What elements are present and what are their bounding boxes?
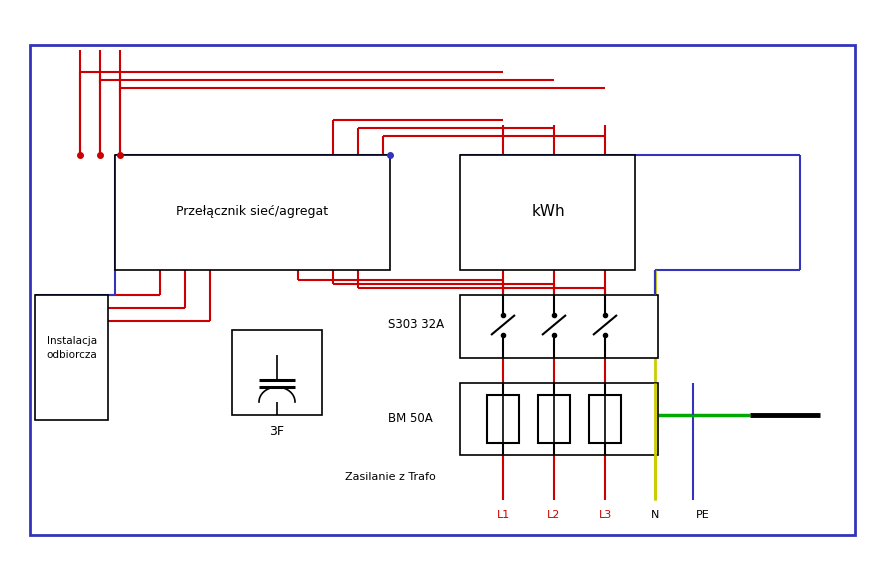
Bar [30,45,855,535]
Text: L3: L3 [599,510,612,520]
Text: kWh: kWh [532,204,565,220]
Text: Zasilanie z Trafo: Zasilanie z Trafo [345,472,435,482]
Text: S303 32A: S303 32A [388,319,444,332]
Text: PE: PE [696,510,710,520]
Text: L1: L1 [496,510,509,520]
Bar [538,395,570,443]
Bar [115,155,390,270]
Bar [460,383,658,455]
Text: BM 50A: BM 50A [388,411,433,424]
Bar [232,330,322,415]
Bar [35,295,108,420]
Bar [460,155,635,270]
Text: N: N [651,510,660,520]
Text: Instalacja
odbiorcza: Instalacja odbiorcza [47,336,97,360]
Bar [487,395,519,443]
Text: Przełącznik sieć/agregat: Przełącznik sieć/agregat [176,205,328,218]
Bar [460,295,658,358]
Bar [589,395,621,443]
Text: 3F: 3F [269,425,284,438]
Text: L2: L2 [547,510,561,520]
